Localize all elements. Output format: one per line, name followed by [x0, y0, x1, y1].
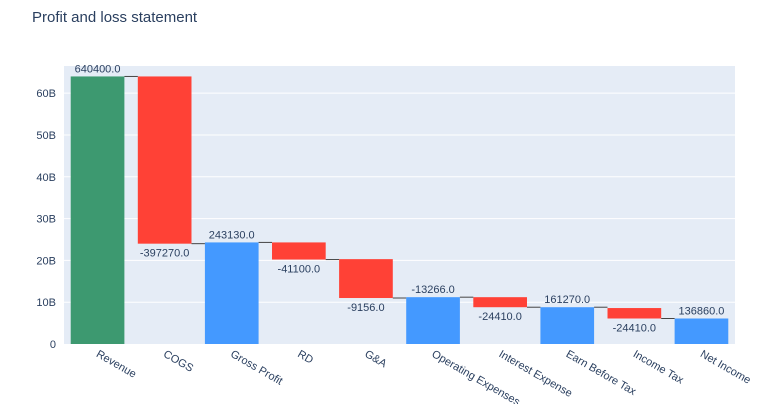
x-tick-label: Gross Profit [228, 348, 284, 387]
y-tick-label: 40B [36, 172, 56, 184]
bar-gross-profit [204, 242, 259, 344]
data-label: -9156.0 [347, 302, 384, 314]
data-label: 243130.0 [209, 229, 255, 241]
y-tick-label: 60B [36, 88, 56, 100]
data-label: -397270.0 [140, 248, 190, 260]
y-tick-label: 10B [36, 297, 56, 309]
data-label: -24410.0 [613, 322, 656, 334]
bar-income-tax [607, 308, 662, 319]
chart-title: Profit and loss statement [32, 9, 198, 26]
bar-rd [272, 242, 326, 260]
data-label: 161270.0 [544, 294, 590, 306]
data-label: -24410.0 [478, 311, 521, 323]
data-label: 640400.0 [75, 63, 121, 75]
bar-revenue [70, 76, 125, 345]
x-tick-label: Income Tax [631, 348, 686, 387]
x-tick-label: Earn Before Tax [564, 348, 639, 398]
y-tick-label: 20B [36, 255, 56, 267]
x-tick-label: Net Income [698, 348, 753, 387]
x-tick-label: RD [295, 348, 315, 366]
bar-earn-before-tax [540, 307, 595, 344]
bar-operating-expenses [406, 297, 460, 344]
data-label: -41100.0 [278, 264, 321, 276]
bar-interest-expense [473, 297, 527, 308]
bar-g-a [339, 259, 393, 299]
data-label: 136860.0 [679, 305, 725, 317]
y-tick-label: 30B [36, 214, 56, 226]
x-tick-label: COGS [161, 348, 195, 375]
y-tick-label: 50B [36, 130, 56, 142]
x-tick-label: Revenue [94, 348, 138, 380]
bar-cogs [137, 76, 192, 244]
y-tick-label: 0 [50, 339, 56, 351]
bar-net-income [674, 318, 729, 344]
data-label: -13266.0 [411, 284, 454, 296]
x-tick-label: G&A [362, 348, 389, 370]
